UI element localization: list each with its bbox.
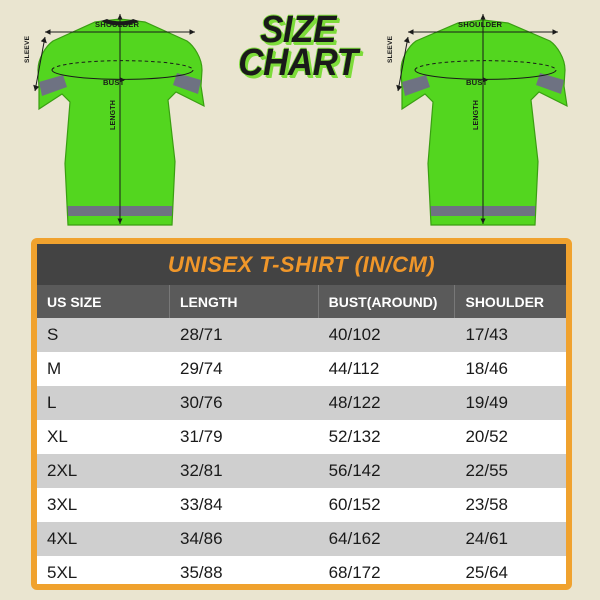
svg-text:BUST: BUST: [103, 78, 125, 87]
svg-text:LENGTH: LENGTH: [110, 100, 117, 130]
svg-text:LENGTH: LENGTH: [473, 100, 480, 130]
svg-text:SLEEVE: SLEEVE: [24, 35, 31, 63]
svg-text:SHOULDER: SHOULDER: [458, 20, 503, 29]
svg-text:SHOULDER: SHOULDER: [95, 20, 140, 29]
svg-text:SLEEVE: SLEEVE: [387, 35, 394, 63]
svg-text:BUST: BUST: [466, 78, 488, 87]
